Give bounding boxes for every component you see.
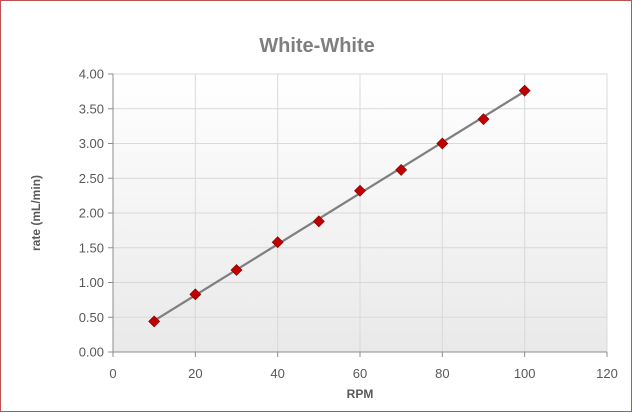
- data-points: [148, 84, 531, 328]
- y-tick-label: 1.50: [79, 240, 104, 255]
- x-axis-label: RPM: [347, 387, 374, 401]
- y-tick-label: 2.50: [79, 171, 104, 186]
- y-tick-label: 1.00: [79, 275, 104, 290]
- data-point: [189, 288, 202, 301]
- y-tick-labels: 0.00 0.50 1.00 1.50 2.00 2.50 3.00 3.50 4.00: [79, 67, 104, 360]
- x-tick-label: 80: [435, 366, 449, 381]
- data-point: [271, 236, 284, 249]
- x-tick-label: 100: [514, 366, 536, 381]
- y-tick-label: 0.00: [79, 345, 104, 360]
- y-tick-label: 3.00: [79, 136, 104, 151]
- trendline: [153, 90, 526, 322]
- y-tick-label: 3.50: [79, 101, 104, 116]
- x-tick-label: 20: [188, 366, 202, 381]
- y-tick-label: 4.00: [79, 67, 104, 82]
- data-point: [148, 315, 161, 328]
- data-point: [230, 264, 243, 276]
- x-tick-label: 60: [353, 366, 367, 381]
- y-tick-label: 0.50: [79, 310, 104, 325]
- axes: [108, 73, 608, 357]
- x-tick-label: 0: [109, 366, 116, 381]
- trendline-line: [153, 90, 526, 322]
- gridlines: [113, 73, 608, 352]
- data-point: [477, 113, 490, 126]
- x-tick-labels: 0 20 40 60 80 100 120: [109, 366, 617, 381]
- data-point: [312, 215, 325, 228]
- chart-title: White-White: [259, 35, 375, 57]
- data-point: [518, 84, 531, 97]
- x-tick-label: 40: [270, 366, 284, 381]
- data-point: [395, 163, 408, 176]
- data-point: [354, 184, 366, 197]
- x-tick-label: 120: [596, 366, 618, 381]
- y-axis-label: rate (mL/min): [29, 175, 43, 251]
- y-tick-label: 2.00: [79, 206, 104, 221]
- data-point: [436, 137, 449, 150]
